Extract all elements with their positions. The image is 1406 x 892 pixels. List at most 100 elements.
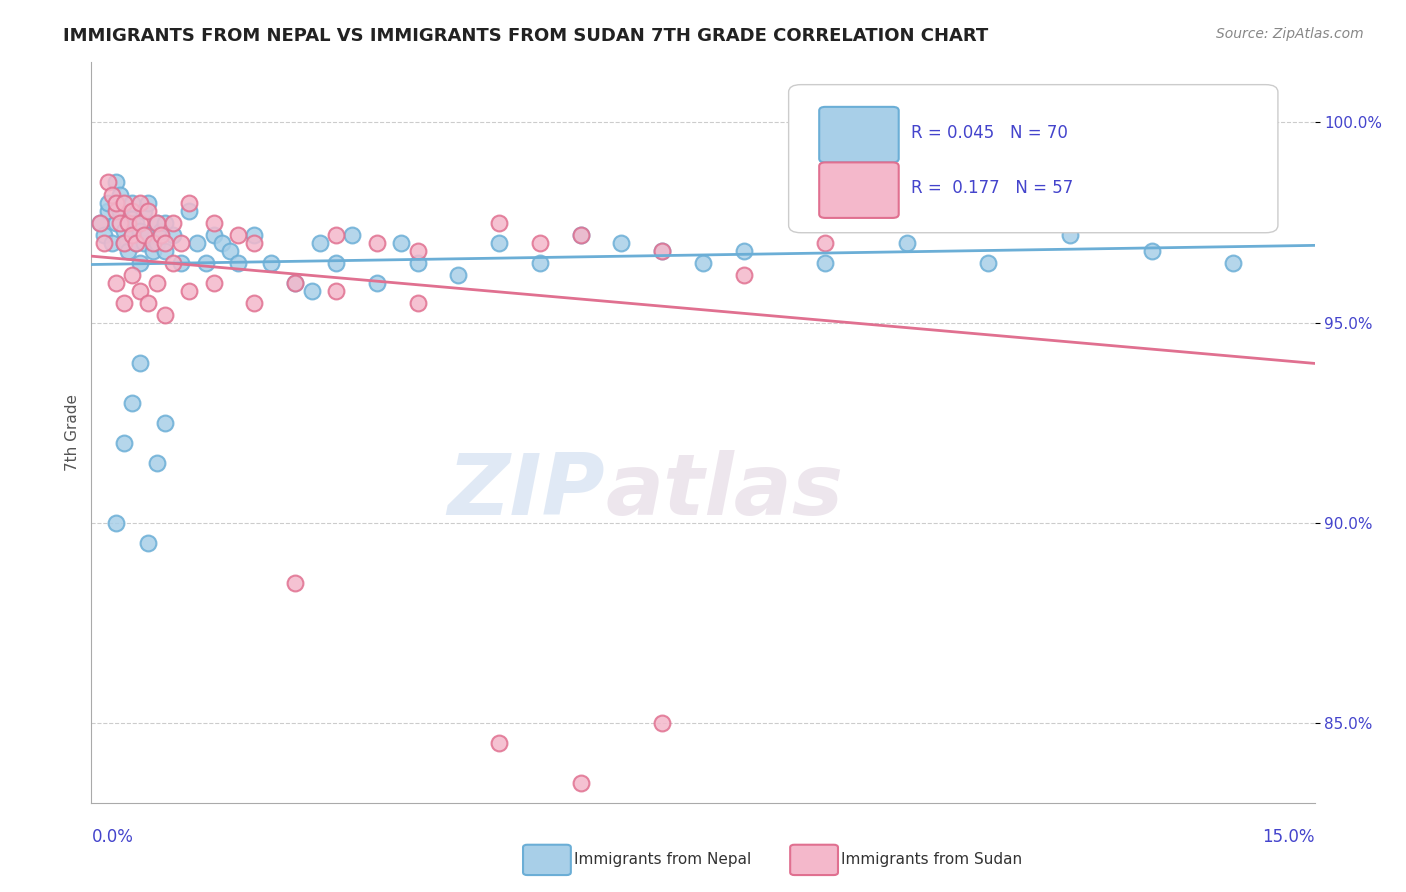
Point: [104, 516, 127, 530]
Text: IMMIGRANTS FROM NEPAL VS IMMIGRANTS FROM SUDAN 7TH GRADE CORRELATION CHART: IMMIGRANTS FROM NEPAL VS IMMIGRANTS FROM…: [63, 27, 988, 45]
Point: [569, 227, 592, 242]
Point: [406, 244, 429, 258]
Point: [121, 211, 143, 226]
Point: [145, 215, 167, 229]
Point: [108, 203, 131, 218]
Point: [243, 227, 266, 242]
Point: [325, 227, 347, 242]
Point: [301, 284, 323, 298]
Point: [284, 276, 307, 290]
Point: [162, 227, 184, 242]
Point: [651, 244, 673, 258]
Point: [814, 255, 837, 269]
Text: Immigrants from Nepal: Immigrants from Nepal: [574, 853, 751, 867]
Point: [121, 268, 143, 282]
Point: [134, 203, 156, 218]
FancyBboxPatch shape: [820, 162, 898, 218]
Point: [97, 195, 120, 210]
Point: [977, 195, 1000, 210]
Point: [202, 227, 225, 242]
Point: [569, 227, 592, 242]
Point: [89, 215, 111, 229]
Point: [141, 244, 163, 258]
Point: [243, 295, 266, 310]
Point: [117, 215, 139, 229]
Point: [194, 255, 217, 269]
Text: 15.0%: 15.0%: [1263, 828, 1315, 846]
Point: [488, 235, 510, 250]
Point: [108, 215, 131, 229]
Point: [162, 215, 184, 229]
Point: [219, 244, 242, 258]
Point: [104, 276, 127, 290]
Point: [896, 215, 918, 229]
Point: [569, 776, 592, 790]
Point: [325, 284, 347, 298]
Point: [145, 215, 167, 229]
Point: [149, 227, 172, 242]
Point: [202, 276, 225, 290]
Point: [121, 203, 143, 218]
Point: [112, 235, 135, 250]
Point: [1140, 244, 1163, 258]
Text: atlas: atlas: [605, 450, 844, 533]
Point: [733, 268, 755, 282]
Point: [134, 227, 156, 242]
Point: [733, 244, 755, 258]
Point: [97, 203, 120, 218]
Point: [610, 235, 633, 250]
Point: [104, 215, 127, 229]
Point: [153, 308, 176, 322]
Y-axis label: 7th Grade: 7th Grade: [65, 394, 80, 471]
Point: [447, 268, 470, 282]
Point: [101, 235, 124, 250]
Point: [342, 227, 364, 242]
Point: [121, 395, 143, 409]
Point: [260, 255, 283, 269]
Point: [129, 355, 152, 369]
Point: [284, 276, 307, 290]
Point: [112, 223, 135, 237]
Point: [145, 235, 167, 250]
Point: [117, 244, 139, 258]
Point: [406, 295, 429, 310]
Point: [243, 235, 266, 250]
Point: [162, 255, 184, 269]
Point: [692, 255, 714, 269]
Point: [179, 284, 201, 298]
Point: [141, 235, 163, 250]
Point: [93, 235, 115, 250]
Point: [170, 255, 193, 269]
Point: [129, 255, 152, 269]
Point: [112, 195, 135, 210]
Point: [97, 176, 120, 190]
Point: [651, 715, 673, 730]
Point: [121, 227, 143, 242]
Text: 0.0%: 0.0%: [91, 828, 134, 846]
Point: [104, 203, 127, 218]
Point: [112, 435, 135, 450]
Point: [977, 255, 1000, 269]
Point: [202, 215, 225, 229]
Point: [138, 295, 160, 310]
Point: [93, 227, 115, 242]
Point: [117, 215, 139, 229]
Point: [325, 255, 347, 269]
Point: [488, 215, 510, 229]
Point: [366, 235, 388, 250]
Point: [488, 736, 510, 750]
Point: [1140, 95, 1163, 110]
Point: [1059, 227, 1081, 242]
Point: [129, 284, 152, 298]
Point: [125, 235, 148, 250]
Point: [153, 244, 176, 258]
Point: [89, 215, 111, 229]
Point: [129, 195, 152, 210]
Point: [529, 235, 551, 250]
Point: [529, 255, 551, 269]
Point: [138, 203, 160, 218]
Point: [101, 187, 124, 202]
Point: [134, 235, 156, 250]
Point: [104, 195, 127, 210]
Point: [153, 416, 176, 430]
